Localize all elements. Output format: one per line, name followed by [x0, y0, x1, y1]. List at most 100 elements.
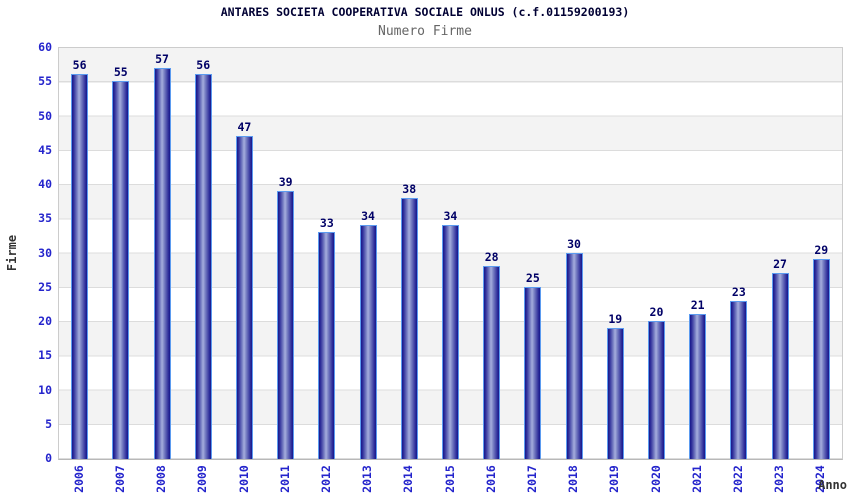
x-tick-2012: 2012: [305, 460, 346, 498]
x-tick-label: 2008: [154, 465, 169, 493]
bar: [112, 81, 130, 459]
bar-slot-2008: 57: [141, 48, 182, 459]
bar: [277, 190, 295, 459]
y-tick-label-35: 35: [38, 211, 52, 226]
x-tick-label: 2023: [772, 465, 787, 493]
bar-value-label: 34: [361, 209, 375, 224]
bar-slot-2022: 23: [718, 48, 759, 459]
x-tick-2014: 2014: [388, 460, 429, 498]
x-tick-label: 2021: [689, 465, 704, 493]
chart-subtitle: Numero Firme: [378, 24, 472, 39]
bar-slot-2018: 30: [553, 48, 594, 459]
x-tick-label: 2016: [483, 465, 498, 493]
bar: [689, 314, 707, 459]
x-tick-2019: 2019: [594, 460, 635, 498]
bar-slot-2006: 56: [59, 48, 100, 459]
x-tick-2013: 2013: [346, 460, 387, 498]
x-tick-2022: 2022: [717, 460, 758, 498]
bar-value-label: 56: [196, 58, 211, 73]
chart-title: ANTARES SOCIETA COOPERATIVA SOCIALE ONLU…: [220, 5, 630, 19]
x-tick-2010: 2010: [223, 460, 264, 498]
y-tick-label-45: 45: [38, 142, 52, 157]
x-tick-label: 2022: [730, 465, 745, 493]
x-tick-2015: 2015: [429, 460, 470, 498]
x-tick-2011: 2011: [264, 460, 305, 498]
plot-area: 56 55 57 56 47 39 33 34 38 34 28 25 30 19 20 21 23 27 29: [58, 47, 843, 460]
bar-slot-2007: 55: [100, 48, 141, 459]
x-tick-label: 2007: [112, 465, 127, 493]
x-tick-2023: 2023: [758, 460, 799, 498]
bar-slot-2019: 19: [595, 48, 636, 459]
x-tick-label: 2012: [318, 465, 333, 493]
bar-value-label: 39: [278, 174, 293, 189]
x-tick-2017: 2017: [511, 460, 552, 498]
bar-value-label: 27: [773, 257, 787, 272]
bar-slot-2015: 34: [430, 48, 471, 459]
bar-value-label: 57: [155, 51, 169, 66]
y-tick-label-0: 0: [45, 451, 52, 465]
bar: [194, 74, 212, 459]
bar-slot-2011: 39: [265, 48, 306, 459]
y-tick-label-40: 40: [38, 177, 52, 191]
y-tick-label-50: 50: [38, 108, 52, 123]
bar-value-label: 29: [814, 243, 829, 258]
bar: [730, 300, 748, 459]
bar: [483, 266, 501, 459]
x-tick-label: 2006: [71, 465, 86, 493]
bar-slot-2024: 29: [801, 48, 842, 459]
bar: [441, 225, 459, 459]
bar: [771, 273, 789, 459]
bar-slot-2010: 47: [224, 48, 265, 459]
x-tick-label: 2011: [277, 465, 292, 493]
bar: [71, 74, 89, 459]
x-tick-label: 2010: [236, 465, 251, 493]
y-tick-label-15: 15: [38, 348, 52, 363]
x-tick-label: 2017: [524, 465, 539, 493]
x-tick-2018: 2018: [552, 460, 593, 498]
bar-slot-2012: 33: [306, 48, 347, 459]
bar-value-label: 47: [237, 120, 252, 135]
bar: [524, 286, 542, 459]
bar: [606, 327, 624, 459]
bar-value-label: 33: [319, 216, 334, 230]
bar: [400, 197, 418, 459]
bar-value-label: 30: [567, 236, 581, 251]
y-tick-label-20: 20: [38, 314, 52, 328]
bar-slot-2023: 27: [759, 48, 800, 459]
x-axis-labels: 2006 2007 2008 2009 2010 2011 2012 2013 2014 2015…: [58, 460, 841, 498]
bar-value-label: 20: [649, 305, 664, 319]
bar-slot-2021: 21: [677, 48, 718, 459]
bar-value-label: 38: [402, 181, 417, 196]
bar: [153, 67, 171, 459]
x-tick-label: 2013: [360, 465, 375, 493]
y-tick-label-25: 25: [38, 279, 52, 294]
bar-value-label: 21: [690, 298, 705, 313]
bar: [812, 259, 830, 459]
x-tick-label: 2009: [195, 465, 210, 493]
x-tick-label: 2014: [401, 465, 416, 493]
x-axis-title: Anno: [818, 478, 847, 492]
y-tick-label-60: 60: [38, 40, 52, 54]
bar: [359, 225, 377, 459]
x-tick-label: 2020: [648, 465, 663, 493]
bar-slot-2013: 34: [347, 48, 388, 459]
y-tick-label-5: 5: [45, 416, 52, 431]
bar-slot-2009: 56: [183, 48, 224, 459]
bar-value-label: 34: [443, 209, 458, 224]
x-tick-2016: 2016: [470, 460, 511, 498]
bar: [565, 252, 583, 459]
bar: [318, 232, 336, 459]
x-tick-label: 2019: [607, 465, 622, 493]
y-tick-label-55: 55: [38, 74, 52, 89]
y-tick-label-30: 30: [38, 245, 52, 260]
bar-value-label: 56: [72, 58, 87, 73]
x-tick-2009: 2009: [182, 460, 223, 498]
bar-value-label: 23: [731, 284, 746, 299]
bar-value-label: 55: [113, 65, 128, 80]
bar-slot-2017: 25: [512, 48, 553, 459]
x-tick-label: 2018: [566, 465, 581, 493]
x-tick-2020: 2020: [635, 460, 676, 498]
bar-slot-2014: 38: [389, 48, 430, 459]
bar-value-label: 19: [608, 311, 623, 326]
